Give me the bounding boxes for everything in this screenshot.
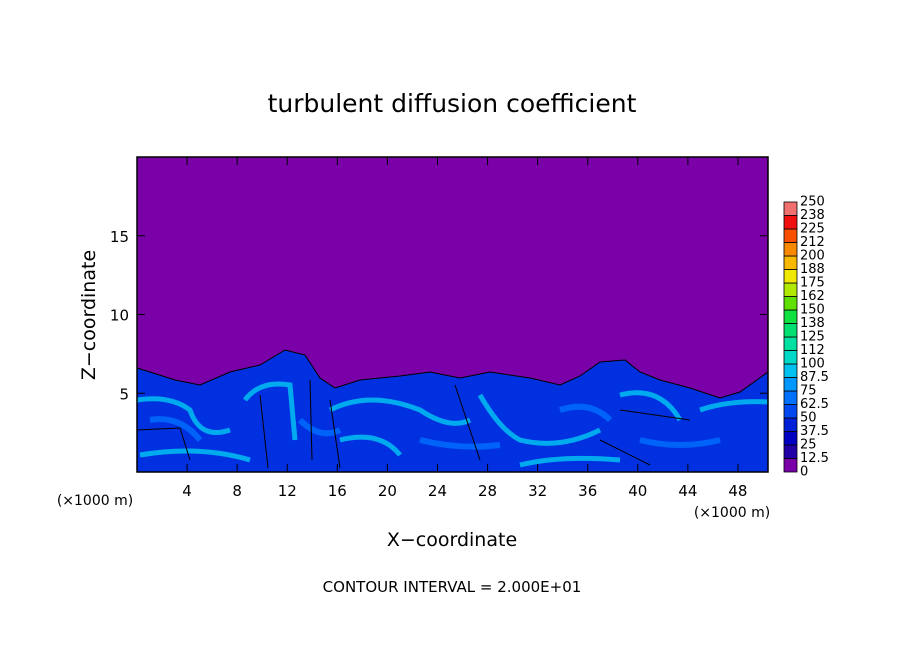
x-tick-label: 48 [728, 482, 747, 500]
colorbar-label: 112 [800, 343, 825, 358]
x-axis-label: X−coordinate [387, 529, 517, 551]
colorbar-label: 200 [800, 249, 825, 264]
colorbar-box [783, 228, 798, 243]
x-tick-label: 44 [678, 482, 697, 500]
colorbar-label: 150 [800, 303, 825, 318]
colorbar-label: 100 [800, 357, 825, 372]
colorbar-box [783, 282, 798, 297]
colorbar-label: 75 [800, 384, 817, 399]
colorbar-label: 125 [800, 330, 825, 345]
x-tick-label: 36 [578, 482, 597, 500]
colorbar-box [783, 309, 798, 324]
x-tick-label: 40 [628, 482, 647, 500]
y-axis-unit: (×1000 m) [57, 493, 133, 509]
colorbar-box [783, 417, 798, 432]
contour-field [136, 156, 769, 473]
colorbar-box [783, 377, 798, 392]
colorbar-box [783, 363, 798, 378]
x-tick-label: 20 [378, 482, 397, 500]
colorbar-box [783, 323, 798, 338]
x-tick-label: 32 [528, 482, 547, 500]
x-tick-label: 28 [478, 482, 497, 500]
chart-title: turbulent diffusion coefficient [268, 89, 637, 118]
x-tick-label: 8 [232, 482, 242, 500]
y-axis-label: Z−coordinate [78, 250, 100, 380]
colorbar-label: 138 [800, 316, 825, 331]
colorbar-box [783, 269, 798, 284]
colorbar-label: 25 [800, 438, 817, 453]
colorbar-label: 37.5 [800, 424, 829, 439]
colorbar-label: 225 [800, 222, 825, 237]
colorbar-label: 50 [800, 411, 817, 426]
colorbar-label: 0 [800, 465, 808, 480]
colorbar-label: 250 [800, 195, 825, 210]
y-tick-label: 15 [110, 228, 129, 246]
y-tick-label: 5 [119, 385, 129, 403]
colorbar-box [783, 350, 798, 365]
colorbar-box [783, 458, 798, 473]
x-tick-label: 24 [428, 482, 447, 500]
x-tick-label: 16 [328, 482, 347, 500]
colorbar-label: 212 [800, 235, 825, 250]
y-tick-label: 10 [110, 307, 129, 325]
x-tick-label: 4 [182, 482, 192, 500]
colorbar-box [783, 444, 798, 459]
x-tick-label: 12 [278, 482, 297, 500]
footer: CONTOUR INTERVAL = 2.000E+01 [323, 578, 582, 596]
colorbar-box [783, 431, 798, 446]
colorbar-box [783, 336, 798, 351]
colorbar-label: 238 [800, 208, 825, 223]
colorbar-box [783, 296, 798, 311]
x-axis-unit: (×1000 m) [694, 505, 770, 521]
colorbar-box [783, 201, 798, 216]
colorbar-box [783, 390, 798, 405]
colorbar-label: 162 [800, 289, 825, 304]
colorbar-label: 188 [800, 262, 825, 277]
colorbar-label: 175 [800, 276, 825, 291]
colorbar-label: 62.5 [800, 397, 829, 412]
colorbar-box [783, 242, 798, 257]
colorbar-label: 12.5 [800, 451, 829, 466]
colorbar-box [783, 404, 798, 419]
colorbar-label: 87.5 [800, 370, 829, 385]
colorbar-box [783, 215, 798, 230]
colorbar-box [783, 255, 798, 270]
